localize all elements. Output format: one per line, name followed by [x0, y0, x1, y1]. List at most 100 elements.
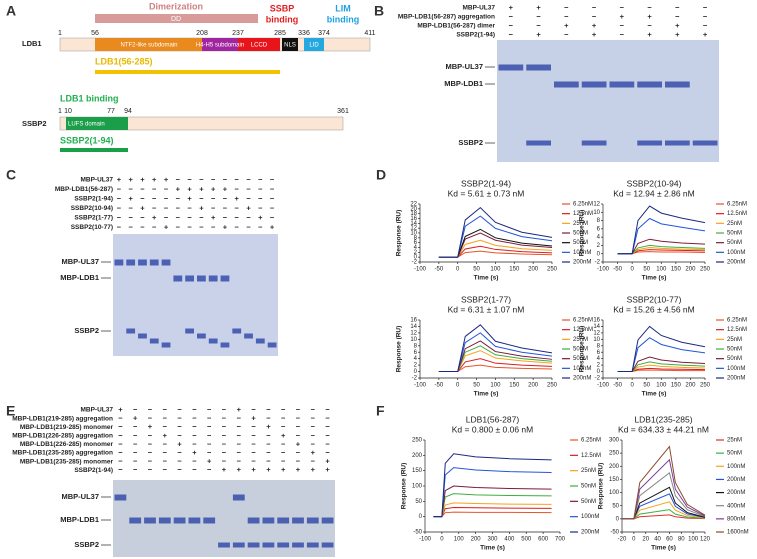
- sign: −: [296, 457, 301, 466]
- y-tick-label: 0: [414, 255, 418, 261]
- row-label: SSBP2(10-77): [71, 224, 113, 231]
- panel-label: A: [6, 3, 16, 19]
- row-label: MBP-LDB1(226-285) monomer: [20, 441, 114, 448]
- legend-label: 50nM: [573, 356, 588, 362]
- legend-label: 50nM: [727, 231, 742, 237]
- gel-band: [554, 81, 579, 88]
- gel-band: [161, 259, 171, 266]
- sign: −: [118, 448, 123, 457]
- sign: −: [140, 222, 145, 231]
- position: 374: [318, 30, 330, 37]
- sign: −: [117, 184, 122, 193]
- position: 1: [58, 108, 62, 115]
- y-tick-label: 10: [593, 337, 600, 343]
- panel-label: C: [6, 167, 16, 183]
- x-tick-label: 100: [490, 383, 501, 389]
- sign: +: [509, 3, 514, 12]
- sign: +: [251, 414, 256, 423]
- sign: −: [152, 203, 157, 212]
- y-tick-label: 8: [597, 218, 601, 224]
- sign: −: [192, 439, 197, 448]
- sign: −: [251, 431, 256, 440]
- chart-subtitle: Kd = 6.31 ± 1.07 nM: [448, 304, 525, 314]
- band-label: SSBP2: [458, 138, 483, 147]
- gel-band: [665, 81, 690, 88]
- position: 361: [337, 108, 349, 115]
- gel-band: [114, 494, 127, 501]
- gel-band: [498, 64, 524, 71]
- sign: +: [281, 431, 286, 440]
- sign: +: [564, 21, 569, 30]
- sign: −: [266, 414, 271, 423]
- y-tick-label: 10: [410, 337, 417, 343]
- row-label: SSBP2(1-94): [456, 32, 495, 39]
- sign: −: [281, 422, 286, 431]
- row-label: MBP-LDB1(235-285) aggregation: [12, 450, 113, 457]
- sign: −: [509, 21, 514, 30]
- sign: +: [163, 431, 168, 440]
- domain-label: NLS: [284, 43, 296, 49]
- sign: −: [187, 175, 192, 184]
- sign: −: [163, 439, 168, 448]
- gel-band: [609, 81, 635, 88]
- sign: −: [270, 213, 275, 222]
- band-label: MBP-UL37: [61, 492, 99, 501]
- y-tick-label: 2: [414, 363, 418, 369]
- gel-band: [114, 259, 124, 266]
- gel-band: [247, 542, 260, 548]
- sign: +: [592, 30, 597, 39]
- sign: −: [296, 448, 301, 457]
- ssbp2-bar: [59, 116, 344, 131]
- sign: −: [251, 439, 256, 448]
- gel-band: [126, 259, 136, 266]
- gel-band: [126, 328, 136, 334]
- construct-bar: [60, 148, 128, 152]
- sign: −: [620, 3, 625, 12]
- x-tick-label: -20: [618, 537, 627, 543]
- sign: −: [177, 431, 182, 440]
- gel-band: [292, 542, 304, 548]
- sign: +: [140, 175, 145, 184]
- sign: −: [199, 175, 204, 184]
- sign: −: [199, 213, 204, 222]
- gel-band: [232, 494, 245, 501]
- y-tick-label: -2: [595, 260, 601, 266]
- sign: −: [192, 465, 197, 474]
- y-axis-label: Response (RU): [401, 463, 408, 510]
- x-axis-label: Time (s): [642, 391, 667, 398]
- gel-band: [306, 517, 319, 524]
- x-tick-label: 150: [509, 383, 520, 389]
- y-tick-label: 0: [616, 516, 620, 522]
- sign: −: [140, 194, 145, 203]
- legend-label: 50nM: [727, 356, 742, 362]
- x-tick-label: -50: [613, 383, 622, 389]
- y-tick-label: 6: [597, 226, 601, 232]
- sign: −: [117, 194, 122, 203]
- y-tick-label: 22: [410, 202, 417, 208]
- sign: −: [148, 448, 153, 457]
- legend-label: 100nM: [573, 250, 591, 256]
- gel-band: [262, 517, 275, 524]
- sign: −: [148, 439, 153, 448]
- lim-binding: binding: [327, 14, 360, 24]
- sign: −: [207, 414, 212, 423]
- sign: −: [296, 414, 301, 423]
- x-tick-label: 0: [456, 383, 460, 389]
- x-tick-label: -50: [435, 383, 444, 389]
- gel-band: [581, 140, 607, 146]
- y-tick-label: 8: [414, 235, 418, 241]
- x-tick-label: 150: [671, 267, 682, 273]
- sign: −: [592, 12, 597, 21]
- sign: −: [176, 222, 181, 231]
- position: 336: [298, 30, 310, 37]
- sign: +: [235, 194, 240, 203]
- y-tick-label: 0: [597, 369, 601, 375]
- ldb1-binding: LDB1 binding: [60, 93, 119, 103]
- sign: −: [620, 21, 625, 30]
- sign: −: [325, 414, 330, 423]
- sign: −: [207, 465, 212, 474]
- y-tick-label: 14: [410, 221, 417, 227]
- gel-band: [173, 275, 183, 282]
- y-tick-label: 8: [414, 343, 418, 349]
- y-axis-label: Response (RU): [396, 210, 403, 257]
